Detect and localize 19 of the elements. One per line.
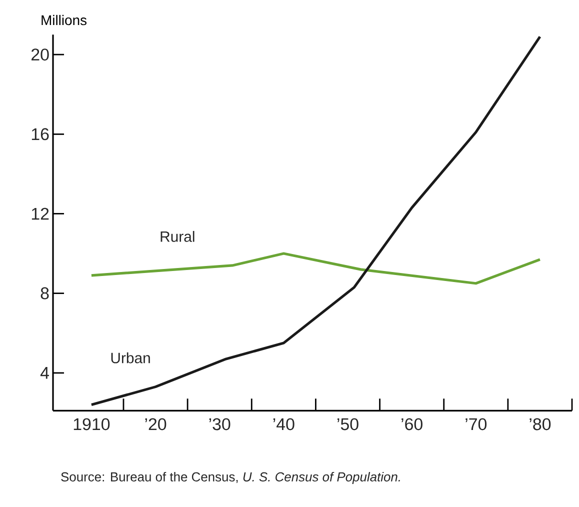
x-tick-label: 1910	[74, 418, 110, 430]
x-tick-label: ’30	[209, 418, 230, 430]
x-tick-label: ’20	[145, 418, 166, 430]
series-label: Rural	[160, 230, 194, 242]
y-tick-label: 12	[32, 208, 49, 220]
y-axis-title: Millions	[42, 14, 87, 26]
series-label: Urban	[111, 352, 150, 364]
x-tick-label: ’80	[530, 418, 551, 430]
source-note: Source: Bureau of the Census, U. S. Census of Population.	[61, 472, 400, 484]
x-tick-label: ’50	[337, 418, 358, 430]
x-tick-label: ’40	[273, 418, 294, 430]
y-tick-label: 20	[32, 48, 49, 61]
y-tick-label: 16	[32, 128, 49, 140]
x-tick-label: ’60	[402, 418, 422, 430]
x-tick-label: ’70	[466, 418, 487, 430]
line-series	[90, 35, 542, 406]
y-tick-label: 8	[40, 287, 49, 300]
line-series	[90, 252, 542, 285]
y-tick-label: 4	[40, 367, 49, 379]
